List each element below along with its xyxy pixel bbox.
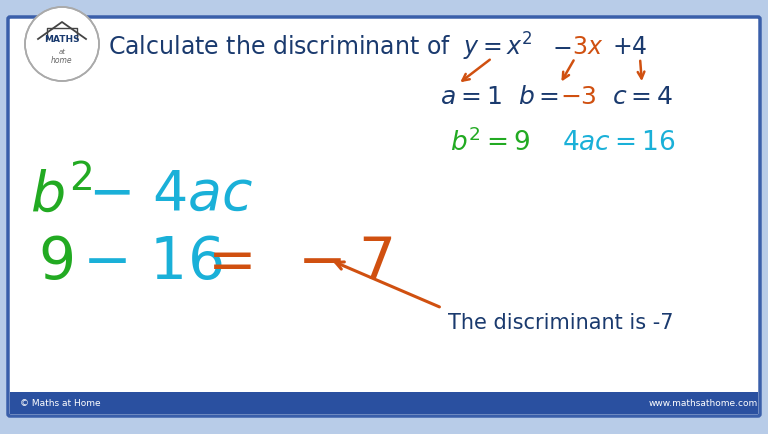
Bar <box>10 392 758 414</box>
Text: The discriminant is -7: The discriminant is -7 <box>448 312 674 332</box>
Text: $a = 1$: $a = 1$ <box>440 85 502 109</box>
Text: $b^2 = 9$: $b^2 = 9$ <box>450 128 531 157</box>
Text: $=\ -7$: $=\ -7$ <box>196 234 392 291</box>
Text: Calculate the discriminant of  $y = x^2$: Calculate the discriminant of $y = x^2$ <box>108 31 533 63</box>
Text: at: at <box>58 49 65 55</box>
Text: $4ac = 16$: $4ac = 16$ <box>562 130 676 156</box>
Text: © Maths at Home: © Maths at Home <box>20 398 101 408</box>
Text: $-$: $-$ <box>552 35 571 59</box>
Text: $3x$: $3x$ <box>572 35 603 59</box>
Text: $-\ 16$: $-\ 16$ <box>82 234 223 291</box>
Text: $c = 4$: $c = 4$ <box>612 85 673 109</box>
Text: MATHS: MATHS <box>45 36 80 44</box>
FancyBboxPatch shape <box>8 18 760 416</box>
Text: home: home <box>51 56 73 66</box>
Text: $-3$: $-3$ <box>560 85 597 109</box>
Text: www.mathsathome.com: www.mathsathome.com <box>649 398 758 408</box>
Text: $9$: $9$ <box>38 234 73 291</box>
Text: $b = $: $b = $ <box>518 85 559 109</box>
Text: $b^2$: $b^2$ <box>30 167 92 222</box>
Text: $-\ 4ac$: $-\ 4ac$ <box>88 168 253 221</box>
Text: $+ 4$: $+ 4$ <box>612 35 647 59</box>
Circle shape <box>25 8 99 82</box>
